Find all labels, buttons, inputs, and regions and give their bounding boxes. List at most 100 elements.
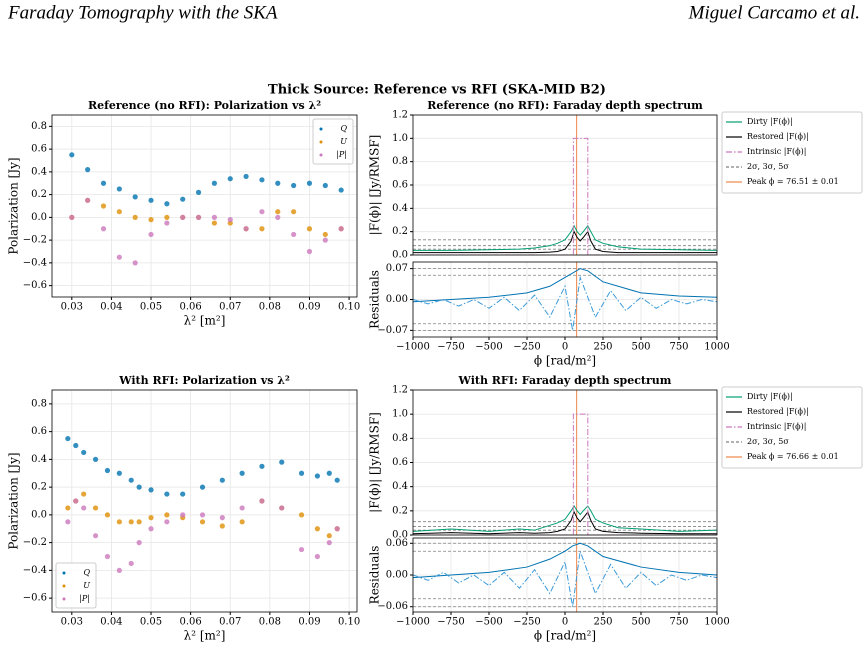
y-tick-label: 0.6 [392, 180, 408, 191]
point [306, 180, 313, 186]
series-line [413, 542, 717, 579]
point [164, 491, 170, 497]
series-line [413, 413, 717, 535]
point [148, 515, 154, 521]
plot-area [413, 115, 717, 255]
point [195, 189, 202, 195]
series-line [413, 268, 717, 303]
legend-label: Dirty |F(ϕ)| [747, 392, 793, 401]
y-tick-label: −0.6 [23, 593, 47, 604]
legend-label: Dirty |F(ϕ)| [747, 117, 793, 126]
point [195, 214, 202, 220]
point [291, 209, 297, 215]
x-tick-label: −750 [437, 617, 464, 628]
point [92, 456, 99, 462]
legend-label: 2σ, 3σ, 5σ [747, 162, 789, 171]
x-tick-label: 0.03 [61, 617, 83, 628]
axes-frame [412, 114, 718, 256]
point [85, 167, 91, 173]
y-tick-label: 0.2 [31, 482, 47, 493]
y-tick-label: −0.2 [23, 537, 47, 548]
y-tick-label: −0.4 [23, 257, 47, 268]
point [259, 209, 265, 215]
x-tick-label: −500 [475, 342, 502, 353]
legend-label: Q [83, 568, 90, 577]
x-tick-label: −1000 [396, 342, 430, 353]
point [314, 526, 320, 532]
point [69, 214, 75, 220]
plot-area [413, 262, 717, 337]
point [148, 231, 154, 238]
x-tick-label: 0.05 [140, 617, 162, 628]
point [219, 523, 225, 529]
point [148, 526, 154, 532]
legend-marker [319, 140, 323, 144]
point [298, 512, 305, 518]
point [291, 231, 297, 238]
point [239, 470, 245, 476]
x-axis-label: λ² [m²] [184, 629, 226, 643]
point [243, 173, 249, 180]
point [259, 463, 265, 469]
legend-marker [62, 597, 66, 601]
legend-label: Intrinsic |F(ϕ)| [747, 147, 806, 156]
point [306, 248, 313, 255]
point [148, 197, 154, 203]
point [334, 477, 340, 483]
y-tick-label: −0.4 [23, 565, 47, 576]
point [298, 546, 305, 553]
y-axis-label: |F(ϕ)| [Jy/RMSF] [368, 412, 382, 513]
y-tick-label: 0.6 [31, 426, 47, 437]
y-tick-label: 0.4 [392, 203, 408, 214]
point [148, 487, 154, 493]
point [116, 567, 122, 573]
y-tick-label: 0.0 [31, 509, 47, 520]
y-tick-label: −0.2 [23, 235, 47, 246]
y-tick-label: 1.0 [392, 409, 408, 420]
series-line [413, 275, 717, 331]
point [291, 182, 297, 189]
x-tick-label: 1000 [704, 342, 729, 353]
point [219, 515, 225, 521]
series-line [413, 510, 717, 535]
point [81, 505, 87, 511]
point [100, 203, 107, 209]
point [148, 217, 154, 223]
y-tick-label: 0.0 [392, 530, 408, 541]
point [180, 512, 186, 518]
legend-marker [319, 153, 323, 157]
point [275, 209, 281, 215]
x-tick-label: 0.04 [100, 617, 122, 628]
axes-frame [412, 389, 718, 536]
point [81, 449, 87, 456]
y-axis-label: |F(ϕ)| [Jy/RMSF] [368, 135, 382, 236]
point [73, 442, 79, 449]
x-axis-label: ϕ [rad/m²] [534, 354, 596, 368]
y-tick-label: 0.8 [392, 433, 408, 444]
panel-title: With RFI: Faraday depth spectrum [458, 374, 672, 387]
x-tick-label: 0.10 [338, 617, 360, 628]
x-tick-label: 250 [593, 342, 612, 353]
legend: QU |P| [312, 118, 354, 165]
legend-label: Peak ϕ = 76.66 ± 0.01 [747, 452, 839, 461]
point [136, 540, 142, 546]
x-tick-label: 0.07 [219, 302, 241, 313]
legend-label: 2σ, 3σ, 5σ [747, 437, 789, 446]
point [180, 491, 186, 497]
y-axis-label: Residuals [368, 270, 382, 329]
point [132, 214, 138, 220]
point [199, 519, 206, 525]
y-tick-label: 0.8 [392, 156, 408, 167]
point [322, 237, 328, 243]
x-axis-label: ϕ [rad/m²] [534, 629, 596, 643]
point [338, 187, 344, 193]
point [211, 214, 218, 220]
point [100, 180, 107, 186]
point [164, 519, 170, 525]
legend-box [312, 118, 354, 165]
point [92, 533, 99, 539]
x-tick-label: 0.09 [298, 302, 320, 313]
point [322, 182, 328, 189]
plot-area [413, 538, 717, 612]
